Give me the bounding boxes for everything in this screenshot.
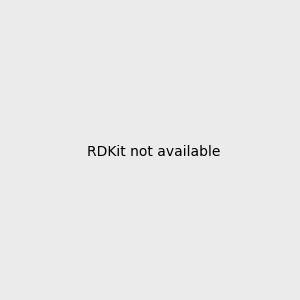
Text: RDKit not available: RDKit not available: [87, 145, 220, 158]
